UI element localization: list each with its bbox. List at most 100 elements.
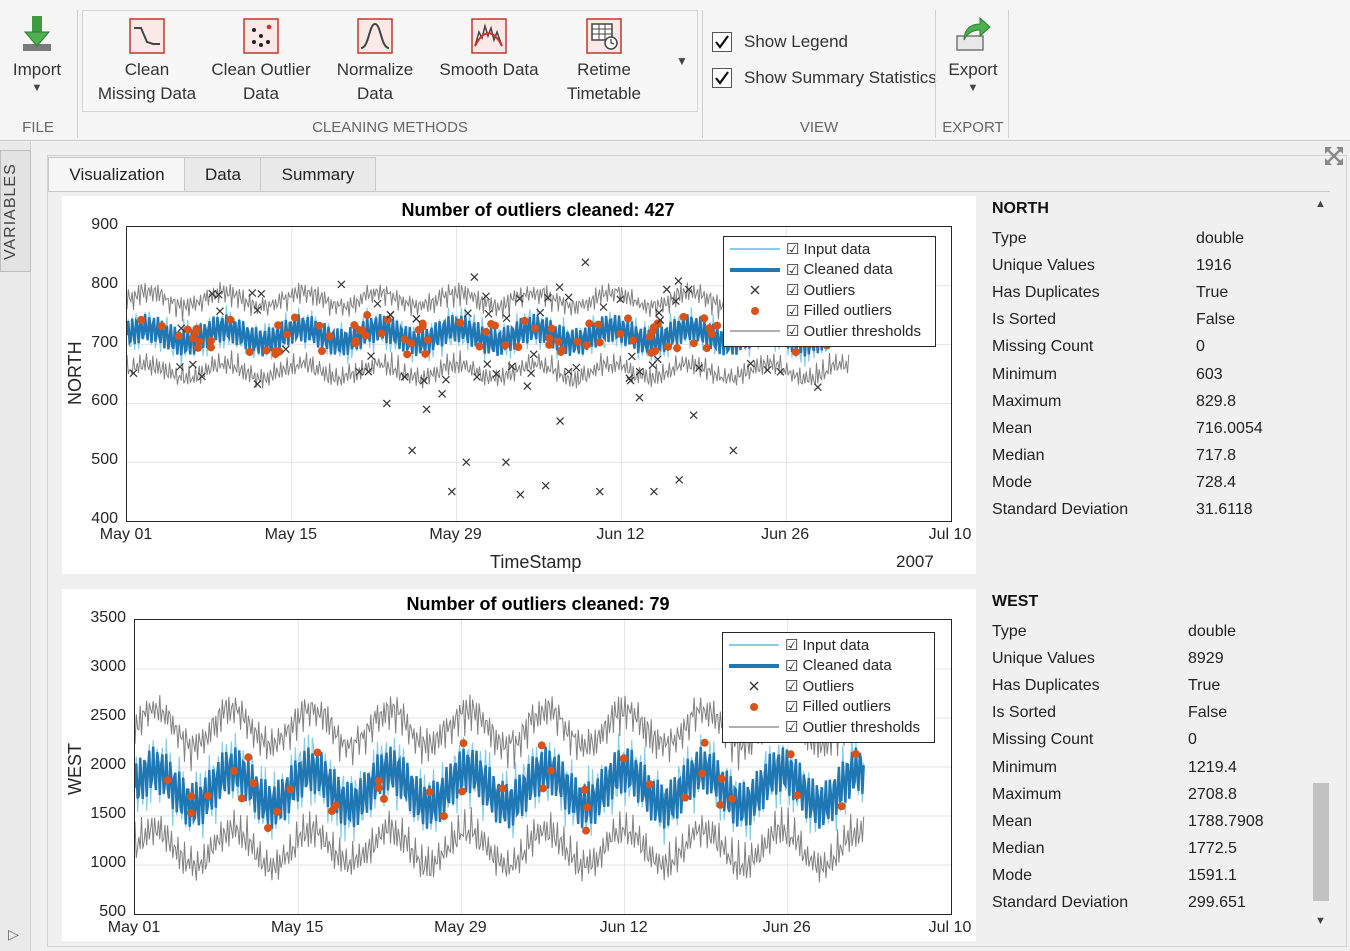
outlier-marker xyxy=(176,362,184,371)
smooth-data-button[interactable]: Smooth Data xyxy=(432,18,546,82)
x-tick-label: May 29 xyxy=(429,526,482,543)
stat-label: Minimum xyxy=(992,758,1057,776)
filled-outlier-point xyxy=(290,313,299,322)
legend-checkbox-icon[interactable]: ☑ xyxy=(786,241,800,259)
outlier-marker xyxy=(729,446,738,455)
filled-outlier-point xyxy=(539,784,548,793)
outlier-marker xyxy=(695,364,703,372)
outlier-marker xyxy=(473,373,481,381)
stats-scroll-thumb[interactable] xyxy=(1313,783,1329,901)
stat-value: 31.6118 xyxy=(1196,501,1253,518)
x-tick-label: Jun 12 xyxy=(599,919,648,936)
legend-label: Cleaned data xyxy=(802,657,892,675)
gallery-expand-arrow-icon[interactable]: ▼ xyxy=(676,54,688,68)
filled-outlier-point xyxy=(456,318,465,327)
legend-checkbox-icon[interactable]: ☑ xyxy=(786,302,800,320)
export-button[interactable]: Export ▼ xyxy=(940,14,1006,94)
stat-label: Unique Values xyxy=(992,650,1095,668)
outlier-marker xyxy=(382,399,391,408)
import-button[interactable]: Import ▼ xyxy=(4,14,70,94)
filled-outlier-point xyxy=(377,329,386,338)
legend-checkbox-icon[interactable]: ☑ xyxy=(785,698,799,716)
legend-item[interactable]: ☑ Filled outliers xyxy=(723,697,934,718)
stats-scrollbar[interactable] xyxy=(1312,195,1330,935)
outlier-marker xyxy=(367,352,375,360)
legend-item[interactable]: ☑ Outliers xyxy=(724,280,935,301)
filled-outlier-point xyxy=(273,807,282,816)
tab-summary[interactable]: Summary xyxy=(260,157,376,192)
legend-item[interactable]: ☑ Cleaned data xyxy=(724,260,935,281)
legend-checkbox-icon[interactable]: ☑ xyxy=(786,282,800,300)
filled-outlier-point xyxy=(520,316,529,325)
y-tick-label: 2000 xyxy=(90,756,126,773)
north-legend[interactable]: ☑ Input data ☑ Cleaned data ☑ Outliers ☑ Filled… xyxy=(723,236,936,347)
legend-item[interactable]: ☑ Cleaned data xyxy=(723,656,934,677)
import-dropdown-arrow-icon[interactable]: ▼ xyxy=(31,82,43,94)
legend-checkbox-icon[interactable]: ☑ xyxy=(786,261,800,279)
filled-outlier-point xyxy=(573,337,582,346)
outlier-marker xyxy=(625,374,634,383)
filled-outlier-point xyxy=(425,787,434,796)
legend-item[interactable]: ☑ Outlier thresholds xyxy=(723,717,934,738)
maximize-icon[interactable] xyxy=(1324,146,1344,166)
clean-missing-data-button[interactable]: Clean Missing Data xyxy=(90,18,204,106)
retime-timetable-button[interactable]: Retime Timetable xyxy=(547,18,661,106)
filled-outlier-point xyxy=(585,319,594,328)
stats-title-north: NORTH xyxy=(992,200,1049,217)
file-group-label: FILE xyxy=(22,119,54,136)
stat-label: Missing Count xyxy=(992,731,1094,749)
expand-sidebar-icon[interactable]: ▷ xyxy=(8,926,19,942)
stat-label: Missing Count xyxy=(992,338,1094,356)
filled-outlier-point xyxy=(187,809,196,818)
filled-outlier-point xyxy=(183,325,192,334)
scroll-down-arrow-icon[interactable]: ▼ xyxy=(1315,915,1326,927)
stat-label: Is Sorted xyxy=(992,704,1057,722)
tab-data-label: Data xyxy=(205,165,241,184)
legend-item[interactable]: ☑ Filled outliers xyxy=(724,301,935,322)
tab-data[interactable]: Data xyxy=(184,157,262,192)
legend-checkbox-icon[interactable]: ☑ xyxy=(785,657,799,675)
export-group-label: EXPORT xyxy=(942,119,1004,136)
stat-label: Has Duplicates xyxy=(992,677,1100,695)
tab-visualization[interactable]: Visualization xyxy=(48,157,186,192)
legend-item[interactable]: ☑ Input data xyxy=(723,635,934,656)
filled-outlier-point xyxy=(707,329,716,338)
filled-outlier-point xyxy=(651,347,660,356)
filled-outlier-point xyxy=(851,749,860,758)
filled-outlier-point xyxy=(403,350,412,359)
filled-outlier-point xyxy=(317,347,326,356)
legend-checkbox-icon[interactable]: ☑ xyxy=(785,719,799,737)
outlier-marker xyxy=(541,481,550,490)
stat-label: Maximum xyxy=(992,785,1062,803)
export-dropdown-arrow-icon[interactable]: ▼ xyxy=(967,82,979,94)
x-tick-label: Jul 10 xyxy=(928,526,972,543)
outlier-marker xyxy=(662,285,671,294)
show-summary-statistics-checkbox[interactable]: Show Summary Statistics xyxy=(712,68,937,88)
legend-checkbox-icon[interactable]: ☑ xyxy=(786,323,800,341)
normalize-data-button[interactable]: Normalize Data xyxy=(318,18,432,106)
stat-value: 1916 xyxy=(1196,257,1232,275)
legend-checkbox-icon[interactable]: ☑ xyxy=(785,678,799,696)
legend-item[interactable]: ☑ Outlier thresholds xyxy=(724,321,935,342)
show-legend-checkbox[interactable]: Show Legend xyxy=(712,32,848,52)
filled-outlier-point xyxy=(689,339,698,348)
outlier-marker xyxy=(386,310,395,319)
clean-outlier-data-button[interactable]: Clean Outlier Data xyxy=(204,18,318,106)
filled-outlier-point xyxy=(619,754,628,763)
outlier-marker xyxy=(675,475,684,484)
outlier-marker xyxy=(635,367,644,376)
legend-item[interactable]: ☑ Input data xyxy=(724,239,935,260)
outlier-marker xyxy=(746,359,755,368)
legend-item[interactable]: ☑ Outliers xyxy=(723,676,934,697)
outlier-marker xyxy=(442,375,450,384)
outlier-marker xyxy=(776,367,785,376)
scroll-up-arrow-icon[interactable]: ▲ xyxy=(1315,198,1326,210)
y-tick-label: 600 xyxy=(91,392,118,410)
west-legend[interactable]: ☑ Input data ☑ Cleaned data ☑ Outliers ☑ Filled… xyxy=(722,632,935,743)
filled-outlier-point xyxy=(194,343,203,352)
legend-checkbox-icon[interactable]: ☑ xyxy=(785,637,799,655)
stat-value: 716.0054 xyxy=(1196,419,1263,437)
variables-tab[interactable] xyxy=(0,150,31,272)
filled-outlier-point xyxy=(545,334,554,343)
legend-swatch-icon xyxy=(749,681,759,691)
